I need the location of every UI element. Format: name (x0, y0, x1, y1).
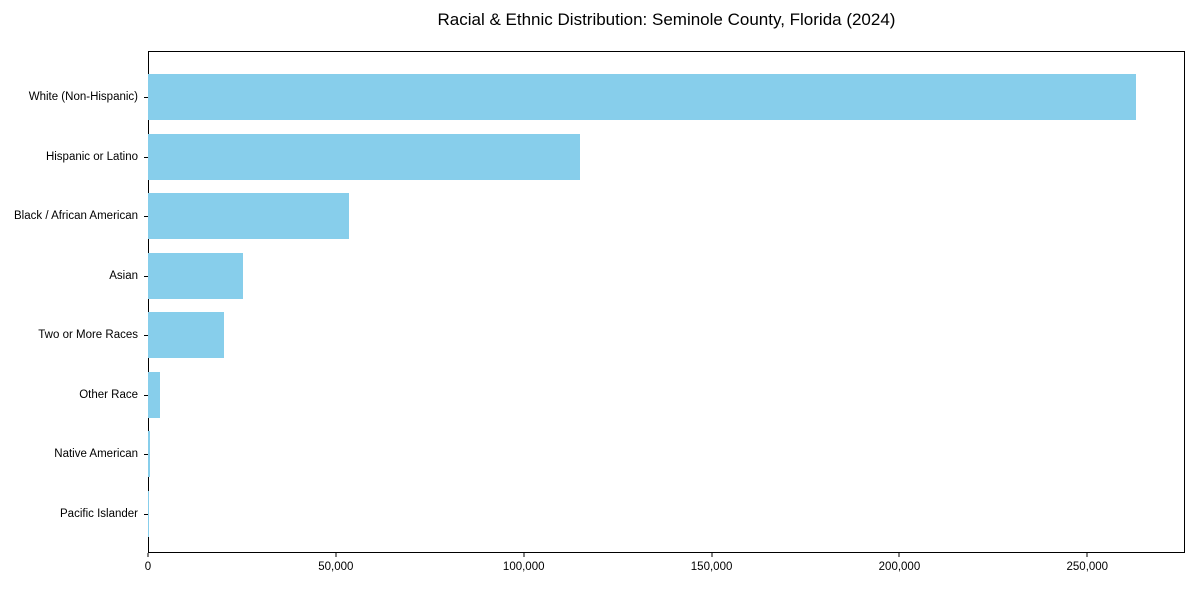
chart-row: Asian (0, 252, 1185, 299)
x-tick-label: 100,000 (502, 561, 545, 573)
y-tick-mark (144, 156, 148, 158)
chart-title: Racial & Ethnic Distribution: Seminole C… (437, 10, 896, 29)
y-tick-mark (144, 335, 148, 337)
bar (148, 252, 244, 299)
category-label: Hispanic or Latino (45, 150, 138, 163)
plot-area-border (148, 51, 1185, 553)
bar-track (148, 252, 1185, 299)
bar-track (148, 490, 1185, 537)
y-tick-mark (144, 394, 148, 396)
bar (148, 431, 150, 478)
x-tick-mark (898, 553, 900, 557)
category-label: Asian (109, 269, 138, 282)
x-tick-label: 250,000 (1066, 561, 1109, 573)
x-tick-mark (335, 553, 337, 557)
x-tick-mark (711, 553, 713, 557)
bar (148, 490, 149, 537)
category-label: White (Non-Hispanic) (28, 91, 138, 103)
x-axis: 0 50,000 100,000 150,000 200,000 250,000 (144, 553, 1185, 593)
x-tick-label: 150,000 (690, 561, 733, 573)
bar (148, 371, 161, 418)
y-tick-mark (144, 97, 148, 98)
category-label: Pacific Islander (60, 507, 138, 520)
bar (148, 133, 581, 180)
x-tick-mark (147, 553, 149, 557)
category-label: Black / African American (14, 210, 138, 223)
chart-row: Two or More Races (0, 312, 1185, 359)
y-tick-mark (144, 513, 148, 515)
chart-row: Pacific Islander (0, 490, 1185, 537)
category-label: Other Race (79, 388, 138, 401)
y-tick-mark (144, 216, 148, 218)
y-tick-mark (144, 275, 148, 277)
chart-row: White (Non-Hispanic) (0, 74, 1185, 120)
x-tick-label: 0 (144, 561, 152, 573)
bar-track (148, 133, 1185, 180)
x-tick-label: 200,000 (878, 561, 921, 573)
bar (148, 193, 349, 240)
bars-container: White (Non-Hispanic) Hispanic or Latino Bl… (0, 51, 1185, 553)
chart-row: Hispanic or Latino (0, 133, 1185, 180)
bar-track (148, 193, 1185, 240)
bar-track (148, 431, 1185, 478)
bar-track (148, 74, 1185, 120)
bar (148, 312, 225, 359)
category-label: Two or More Races (38, 329, 138, 342)
bar-track (148, 312, 1185, 359)
chart-row: Black / African American (0, 193, 1185, 240)
category-label: Native American (54, 448, 138, 461)
bar (148, 74, 1137, 120)
bar-track (148, 371, 1185, 418)
x-tick-label: 50,000 (318, 561, 354, 573)
x-tick-mark (523, 553, 525, 557)
chart-row: Other Race (0, 371, 1185, 418)
chart-row: Native American (0, 431, 1185, 478)
y-tick-mark (144, 454, 148, 456)
x-tick-mark (1086, 553, 1088, 557)
